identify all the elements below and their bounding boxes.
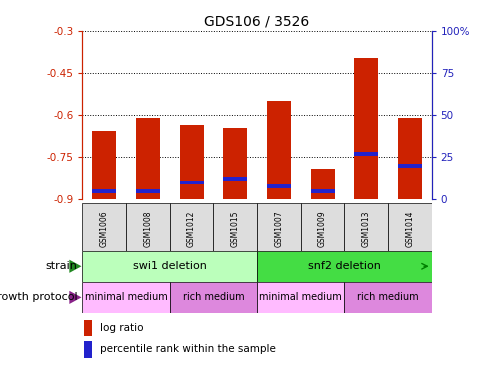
Text: snf2 deletion: snf2 deletion [307, 261, 380, 271]
Bar [179, 125, 203, 199]
Text: strain: strain [45, 261, 77, 271]
Bar [266, 101, 290, 199]
Bar [353, 152, 378, 156]
Bar [84, 341, 92, 358]
Text: GSM1015: GSM1015 [230, 210, 239, 247]
Bar [223, 128, 247, 199]
Bar [257, 203, 300, 251]
Bar [266, 184, 290, 188]
Bar [353, 58, 378, 199]
Bar [169, 282, 257, 313]
Bar [257, 251, 431, 282]
Bar [82, 251, 257, 282]
Bar [82, 282, 169, 313]
Bar [126, 203, 169, 251]
Text: swi1 deletion: swi1 deletion [133, 261, 206, 271]
Title: GDS106 / 3526: GDS106 / 3526 [204, 15, 309, 29]
Text: GSM1012: GSM1012 [187, 210, 196, 247]
Bar [213, 203, 257, 251]
Bar [179, 181, 203, 184]
Text: percentile rank within the sample: percentile rank within the sample [99, 344, 275, 354]
Text: GSM1009: GSM1009 [318, 210, 326, 247]
Bar [344, 282, 431, 313]
Bar [223, 178, 247, 181]
Text: GSM1013: GSM1013 [361, 210, 370, 247]
Bar [84, 320, 92, 336]
Text: log ratio: log ratio [99, 323, 143, 333]
Text: minimal medium: minimal medium [85, 292, 167, 302]
Text: GSM1014: GSM1014 [405, 210, 413, 247]
Text: rich medium: rich medium [182, 292, 244, 302]
Bar [300, 203, 344, 251]
Bar [397, 118, 421, 199]
Bar [387, 203, 431, 251]
Bar [169, 203, 213, 251]
Text: GSM1008: GSM1008 [143, 210, 152, 247]
Bar [257, 282, 344, 313]
Bar [92, 131, 116, 199]
Bar [397, 164, 421, 168]
Bar [136, 189, 160, 193]
Text: GSM1007: GSM1007 [274, 210, 283, 247]
Text: rich medium: rich medium [356, 292, 418, 302]
Bar [310, 169, 334, 199]
Text: minimal medium: minimal medium [259, 292, 341, 302]
Bar [92, 189, 116, 193]
Bar [344, 203, 387, 251]
Text: GSM1006: GSM1006 [100, 210, 108, 247]
Bar [82, 203, 126, 251]
Bar [136, 118, 160, 199]
Text: growth protocol: growth protocol [0, 292, 77, 302]
Bar [310, 189, 334, 193]
